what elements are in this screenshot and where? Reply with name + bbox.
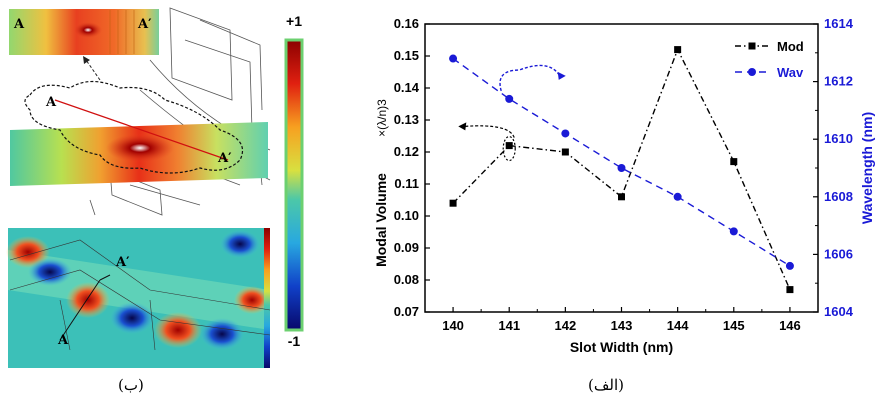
legend-marker-wav xyxy=(748,68,756,76)
middle-label-A: A xyxy=(45,95,57,110)
colorbar-min-label: -1 xyxy=(288,333,301,349)
data-point-wav xyxy=(673,192,682,201)
data-point-wav xyxy=(505,94,514,103)
x-tick-label: 141 xyxy=(498,318,520,333)
data-point-mod xyxy=(561,148,569,156)
y-right-tick-label: 1608 xyxy=(824,189,853,204)
bottom-label-A-prime: A′ xyxy=(115,255,130,270)
colorbar xyxy=(284,38,304,332)
y-left-tick-label: 0.10 xyxy=(394,208,419,223)
field-profile-figure: A A′ A A′ A′ A +1 -1 xyxy=(6,7,304,368)
y-left-tick-label: 0.14 xyxy=(394,80,420,95)
data-point-wav xyxy=(729,227,738,236)
data-point-mod xyxy=(730,158,738,166)
legend-label-wav: Wav xyxy=(777,65,804,80)
legend-label-mod: Mod xyxy=(777,39,804,54)
colorbar-max-label: +1 xyxy=(286,13,302,29)
x-tick-label: 140 xyxy=(442,318,464,333)
data-point-wav xyxy=(561,129,570,138)
x-tick-label: 142 xyxy=(555,318,577,333)
x-tick-label: 144 xyxy=(667,318,689,333)
data-point-mod xyxy=(674,46,682,54)
x-tick-label: 143 xyxy=(611,318,633,333)
y-left-tick-label: 0.11 xyxy=(394,176,419,191)
y-left-tick-label: 0.07 xyxy=(394,304,419,319)
y-left-tick-label: 0.16 xyxy=(394,16,419,31)
series-line-wav xyxy=(452,57,791,267)
y-right-tick-label: 1604 xyxy=(824,304,854,319)
chart-caption: (الف) xyxy=(588,376,624,394)
bottom-label-A: A xyxy=(57,333,69,348)
y-left-tick-label: 0.13 xyxy=(394,112,419,127)
y-left-tick-label: 0.09 xyxy=(394,240,419,255)
x-tick-label: 146 xyxy=(779,318,801,333)
data-point-mod xyxy=(618,193,625,201)
mod-annotation-arrow xyxy=(464,125,515,138)
y-right-tick-label: 1610 xyxy=(824,131,853,146)
y-left-tick-label: 0.12 xyxy=(394,144,419,159)
x-tick-label: 145 xyxy=(723,318,745,333)
y-left-tick-label: 0.15 xyxy=(394,48,419,63)
wav-annotation-arrowhead xyxy=(557,71,566,80)
pointer-arrow xyxy=(85,59,101,81)
y-right-axis-label: Wavelength (nm) xyxy=(859,112,875,224)
data-point-wav xyxy=(785,261,794,270)
dashed-cloud xyxy=(24,80,244,174)
data-point-mod xyxy=(449,199,457,207)
x-axis-label: Slot Width (nm) xyxy=(570,339,673,355)
data-point-wav xyxy=(449,54,458,63)
left-figure-caption: (ب) xyxy=(118,376,144,394)
data-point-mod xyxy=(505,142,513,150)
y-right-tick-label: 1612 xyxy=(824,74,853,89)
y-right-tick-label: 1614 xyxy=(824,16,854,31)
top-hotspot xyxy=(74,22,102,38)
mod-annotation-arrowhead xyxy=(458,122,467,131)
middle-hotspot xyxy=(106,134,174,162)
wav-annotation-arrow xyxy=(499,64,561,92)
y-left-axis-unit: ×(λ/n)3 xyxy=(375,99,389,137)
mod-annotation-ellipse xyxy=(502,136,516,162)
cut-line xyxy=(54,99,229,161)
top-label-A: A xyxy=(13,17,25,32)
top-label-A-prime: A′ xyxy=(137,17,152,32)
data-point-mod xyxy=(786,286,794,294)
data-point-wav xyxy=(617,164,626,172)
bottom-field-panel xyxy=(6,228,271,368)
y-left-tick-label: 0.08 xyxy=(394,272,419,287)
legend-marker-mod xyxy=(748,42,756,50)
y-left-axis-label: Modal Volume xyxy=(373,173,389,267)
middle-label-A-prime: A′ xyxy=(217,151,232,166)
y-right-tick-label: 1606 xyxy=(824,246,853,261)
